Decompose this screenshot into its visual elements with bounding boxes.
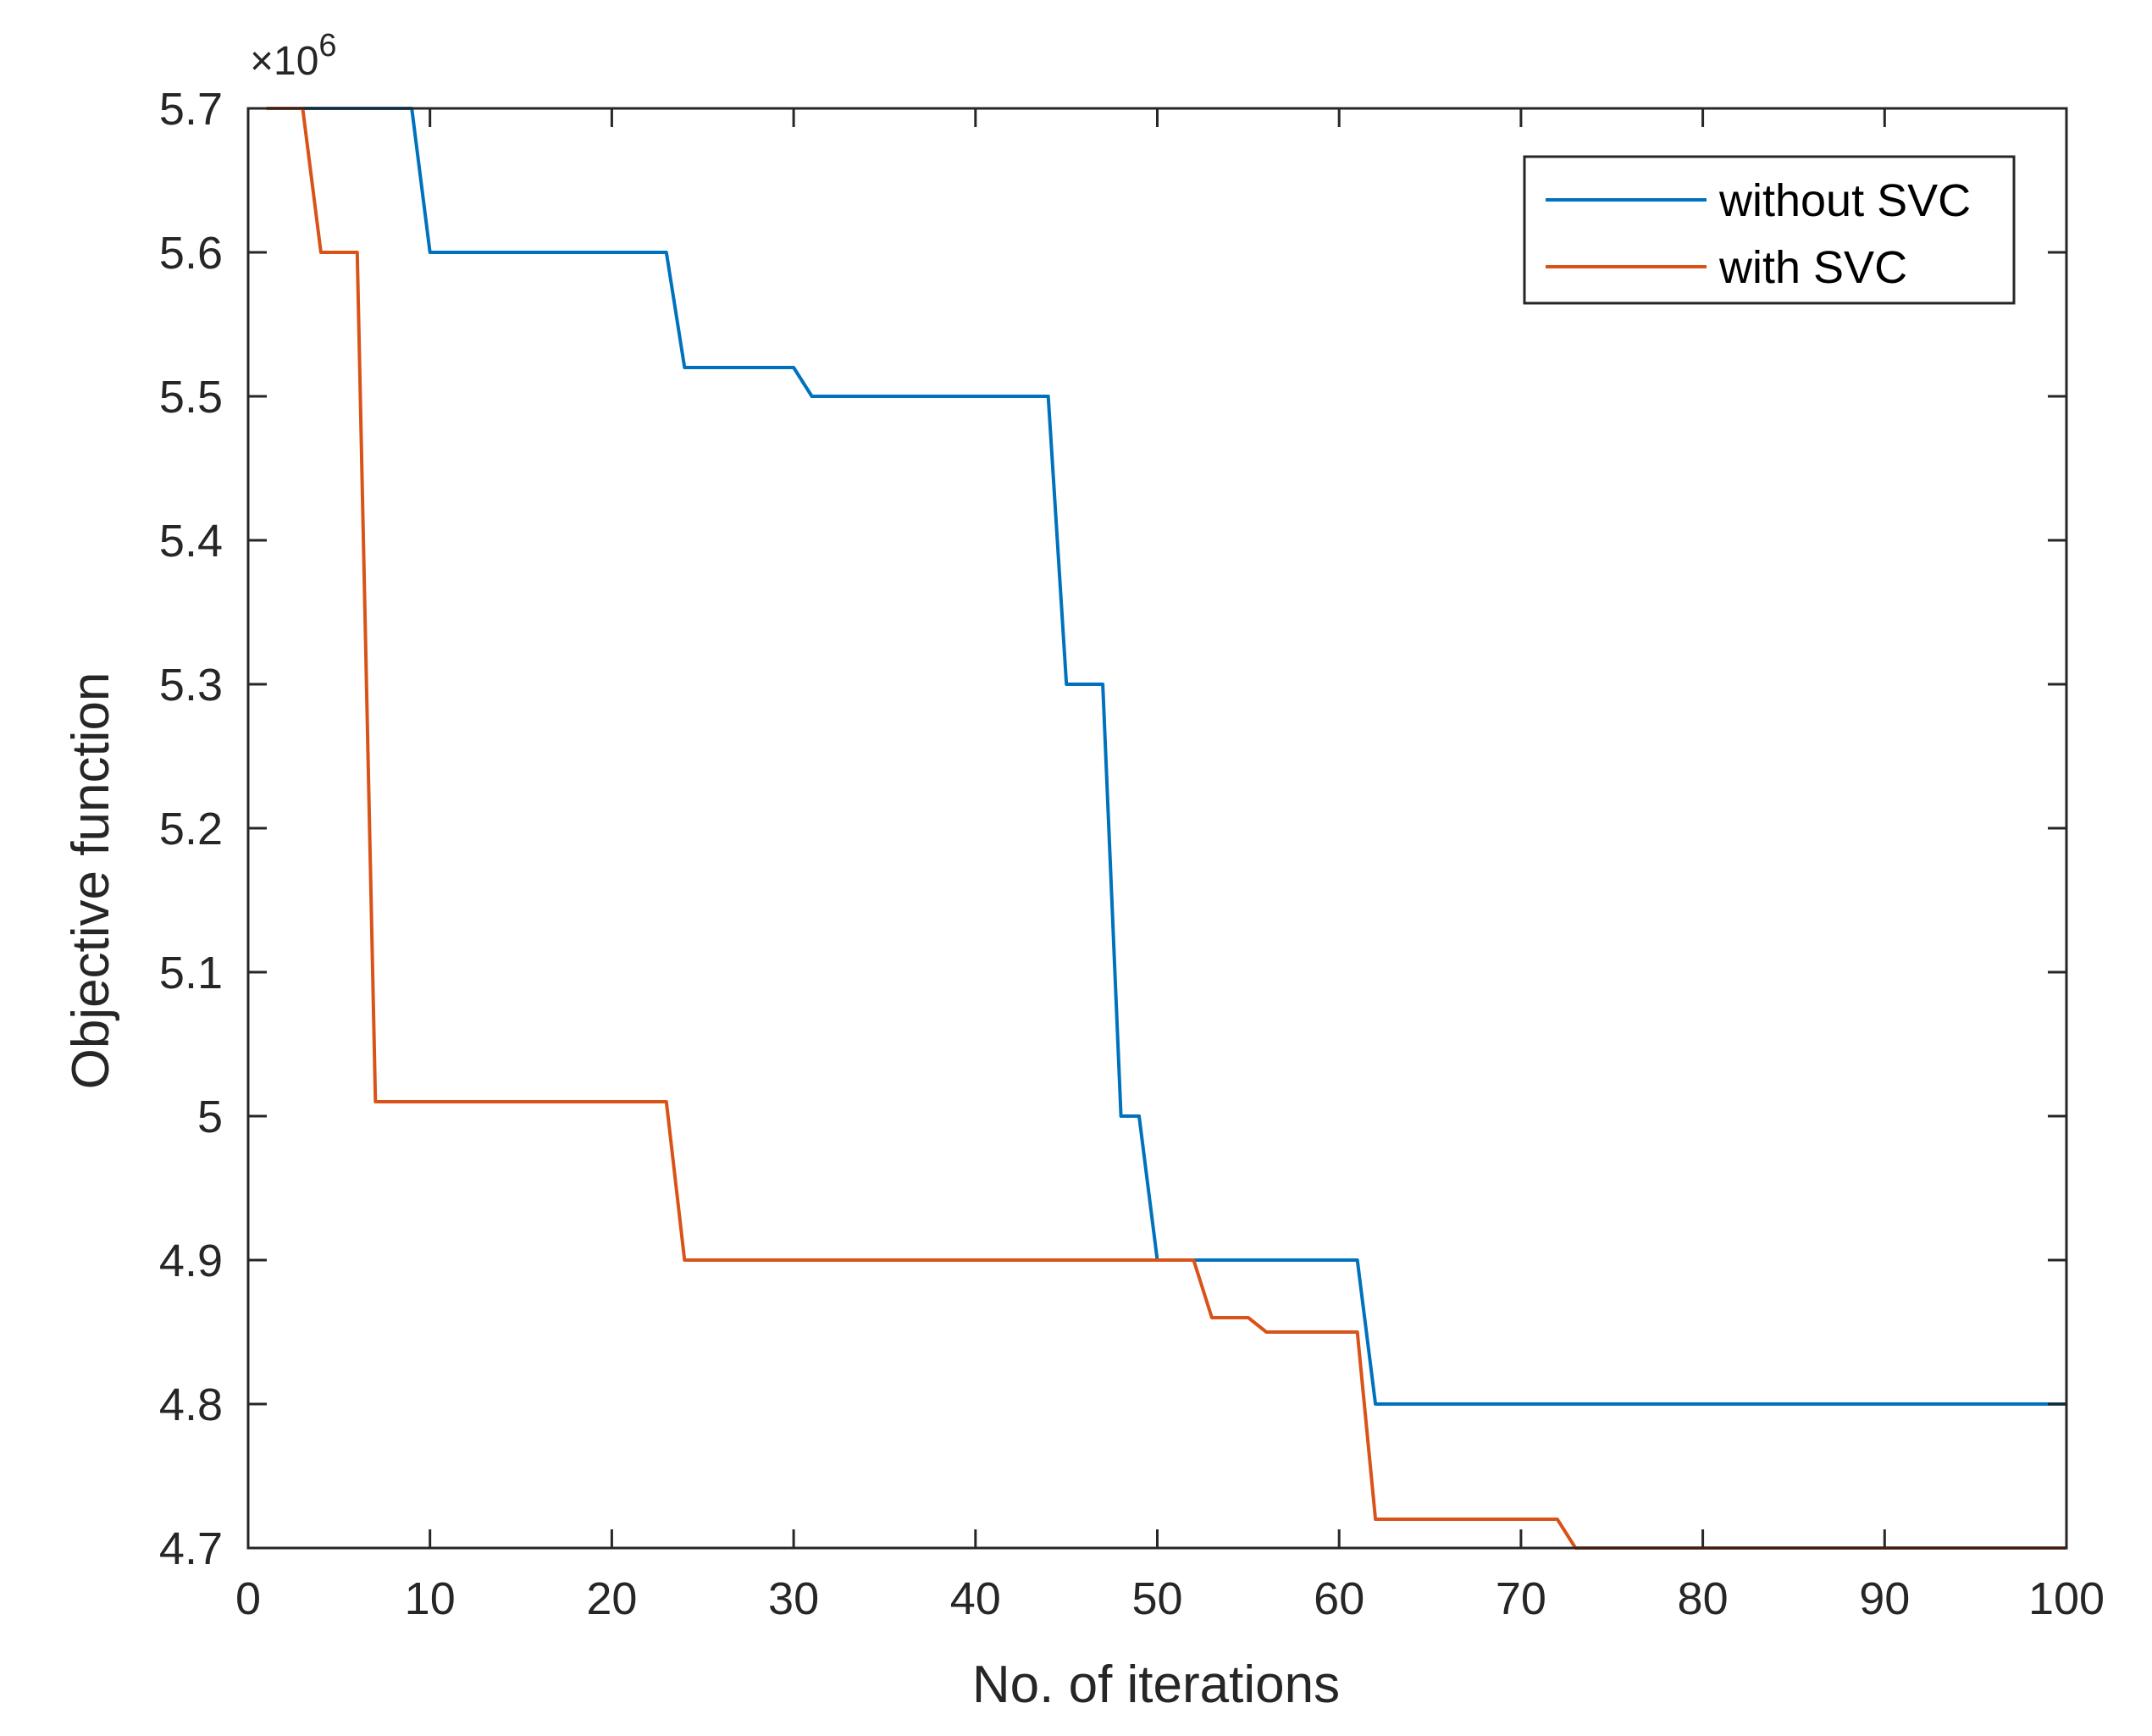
legend-box: [1523, 155, 2016, 305]
series-line-with-svc: [266, 107, 2066, 1550]
y-axis-tick-labels: 4.7 4.8 4.9 5 5.1 5.2 5.3 5.4 5.5 5.6 5.7: [159, 84, 223, 1574]
x-tick-label-5: 50: [1131, 1573, 1182, 1624]
x-tick-label-9: 90: [1859, 1573, 1910, 1624]
y-tick-label-10: 5.7: [159, 84, 223, 135]
x-tick-label-3: 30: [768, 1573, 819, 1624]
y-tick-label-8: 5.5: [159, 372, 223, 423]
legend: without SVC with SVC: [1523, 155, 2016, 305]
x-tick-label-1: 10: [405, 1573, 456, 1624]
series-line-without-svc: [266, 107, 2066, 1406]
y-tick-label-4: 5.1: [159, 948, 223, 998]
x-axis-title: No. of iterations: [972, 1656, 1340, 1714]
legend-label-with-svc: with SVC: [1718, 242, 1907, 293]
y-tick-label-2: 4.9: [159, 1236, 223, 1286]
x-tick-label-10: 100: [2028, 1573, 2105, 1624]
y-tick-label-3: 5: [197, 1092, 223, 1142]
y-tick-label-7: 5.4: [159, 516, 223, 567]
x-tick-label-2: 20: [586, 1573, 637, 1624]
x-tick-label-0: 0: [235, 1573, 261, 1624]
plot-lines: [266, 107, 2066, 1550]
y-axis-exponent: ×106: [250, 28, 337, 84]
x-tick-label-8: 80: [1678, 1573, 1729, 1624]
y-tick-label-0: 4.7: [159, 1523, 223, 1574]
x-tick-label-6: 60: [1314, 1573, 1364, 1624]
axis-ticks: [246, 107, 2068, 1550]
y-axis-exponent-base: ×10: [250, 39, 318, 84]
x-tick-label-4: 40: [950, 1573, 1001, 1624]
y-tick-label-9: 5.6: [159, 228, 223, 279]
y-axis-exponent-power: 6: [318, 28, 336, 64]
y-tick-label-1: 4.8: [159, 1379, 223, 1430]
legend-label-without-svc: without SVC: [1718, 175, 1971, 226]
y-tick-label-5: 5.2: [159, 804, 223, 854]
x-axis-tick-labels: 0 10 20 30 40 50 60 70 80 90 100: [235, 1573, 2105, 1624]
x-tick-label-7: 70: [1496, 1573, 1546, 1624]
y-axis-title: Objective function: [62, 672, 120, 1090]
y-tick-label-6: 5.3: [159, 660, 223, 710]
